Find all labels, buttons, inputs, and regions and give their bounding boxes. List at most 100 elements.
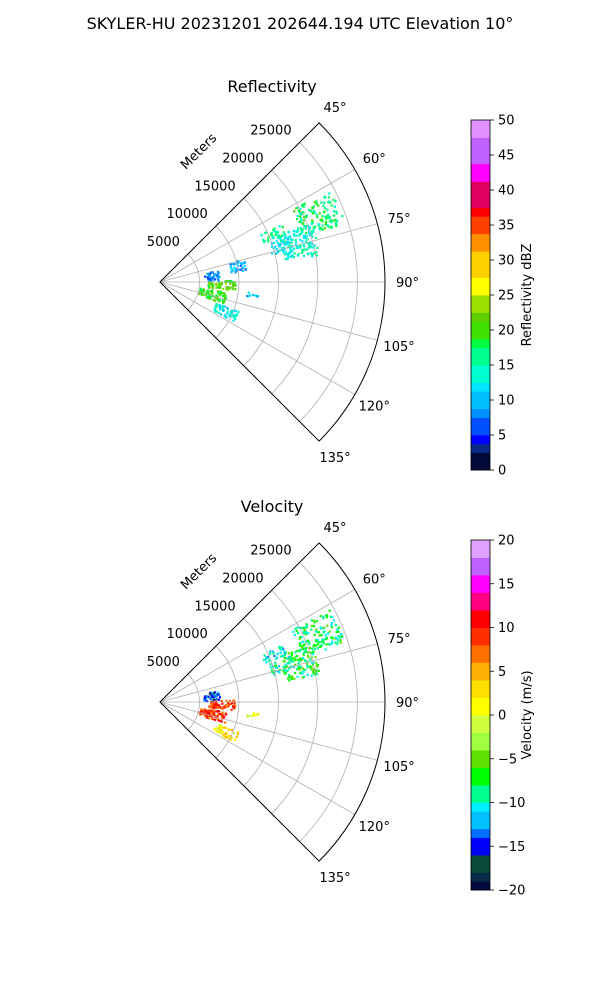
echo-pixel — [210, 279, 213, 282]
echo-pixel — [312, 226, 315, 229]
echo-pixel — [284, 670, 287, 673]
echo-pixel — [317, 643, 320, 646]
echo-pixel — [211, 290, 214, 293]
echo-pixel — [230, 708, 233, 712]
echo-pixel — [303, 248, 306, 251]
echo-pixel — [300, 627, 303, 630]
echo-pixel — [283, 653, 286, 657]
echo-pixel — [302, 203, 305, 206]
echo-pixel — [313, 244, 316, 247]
echo-pixel — [308, 226, 312, 229]
echo-pixel — [310, 661, 314, 664]
echo-pixel — [209, 702, 213, 705]
echo-pixel — [274, 664, 277, 667]
echo-pixel — [218, 275, 221, 278]
echo-pixel — [300, 221, 303, 224]
echo-pixel — [335, 224, 338, 227]
echo-pixel — [220, 281, 223, 284]
echo-pixel — [330, 636, 333, 640]
echo-pixel — [231, 286, 234, 289]
echo-pixel — [308, 231, 311, 235]
azimuth-tick-label: 75° — [388, 212, 411, 227]
echo-pixel — [293, 232, 296, 236]
echo-pixel — [266, 238, 270, 241]
echo-pixel — [218, 731, 221, 734]
echo-pixel — [333, 205, 336, 208]
colorbar-tick-label: 20 — [498, 324, 515, 339]
echo-pixel — [309, 651, 312, 654]
echo-pixel — [283, 651, 286, 655]
echo-pixel — [221, 730, 224, 734]
echo-pixel — [205, 709, 208, 713]
echo-pixel — [293, 658, 296, 662]
grid — [159, 122, 385, 442]
echo-pixel — [276, 656, 279, 659]
echo-pixel — [288, 657, 291, 661]
echo-pixel — [234, 288, 237, 291]
echo-pixel — [321, 228, 324, 231]
echo-pixel — [324, 215, 327, 218]
echo-pixel — [209, 295, 212, 298]
echo-pixel — [276, 250, 280, 253]
echo-pixel — [322, 642, 325, 645]
echo-pixel — [276, 670, 279, 673]
echo-pixel — [325, 636, 328, 639]
colorbar-tick-label: 10 — [498, 394, 515, 409]
echo-pixel — [305, 216, 308, 219]
colorbar-band — [471, 636, 490, 646]
echo-pixel — [317, 631, 320, 634]
echo-pixel — [228, 315, 231, 318]
echo-pixel — [230, 268, 233, 271]
echo-pixel — [204, 275, 207, 278]
colorbar-band — [471, 688, 490, 698]
echo-pixel — [214, 703, 217, 707]
echo-pixel — [210, 694, 213, 697]
echo-pixel — [310, 624, 313, 627]
colorbar-band — [471, 435, 490, 445]
echo-pixel — [232, 315, 236, 318]
echo-pixel — [310, 628, 313, 631]
echo-pixel — [304, 227, 307, 230]
echo-pixel — [216, 715, 219, 718]
colorbar-band — [471, 802, 490, 812]
echo-pixel — [310, 222, 313, 225]
echo-pixel — [218, 298, 221, 302]
echo-pixel — [326, 624, 329, 627]
echo-pixel — [277, 242, 280, 245]
echo-pixel — [291, 244, 294, 247]
echo-pixel — [232, 319, 235, 322]
echo-pixel — [217, 698, 220, 701]
echo-pixel — [223, 705, 226, 708]
echo-pixel — [325, 616, 329, 619]
echo-pixel — [293, 252, 296, 255]
azimuth-tick-label: 75° — [388, 632, 411, 647]
radial-axis-label: Meters — [178, 551, 220, 593]
echo-pixel — [313, 252, 316, 255]
echo-pixel — [306, 248, 309, 251]
echo-pixel — [278, 671, 281, 674]
echo-pixel — [335, 210, 338, 213]
echo-pixel — [326, 614, 329, 617]
echo-pixel — [320, 644, 323, 647]
echo-pixel — [299, 665, 302, 668]
colorbar-band — [471, 295, 490, 305]
colorbar-band — [471, 837, 490, 847]
azimuth-spoke — [159, 643, 378, 703]
echo-pixel — [319, 614, 322, 618]
echo-pixel — [271, 671, 274, 674]
echo-pixel — [302, 640, 305, 643]
colorbar-band — [471, 207, 490, 217]
echo-pixel — [215, 703, 218, 706]
echo-pixel — [215, 701, 218, 704]
echo-pixel — [312, 231, 315, 234]
echo-pixel — [313, 625, 316, 628]
colorbar-band — [471, 566, 490, 576]
echo-pixel — [283, 666, 287, 669]
echo-pixel — [207, 283, 210, 286]
echo-pixel — [198, 292, 201, 295]
echo-pixel — [315, 673, 319, 676]
echo-pixel — [332, 198, 335, 201]
echo-pixel — [333, 219, 336, 222]
echo-pixel — [312, 210, 315, 213]
echo-pixel — [302, 219, 305, 222]
